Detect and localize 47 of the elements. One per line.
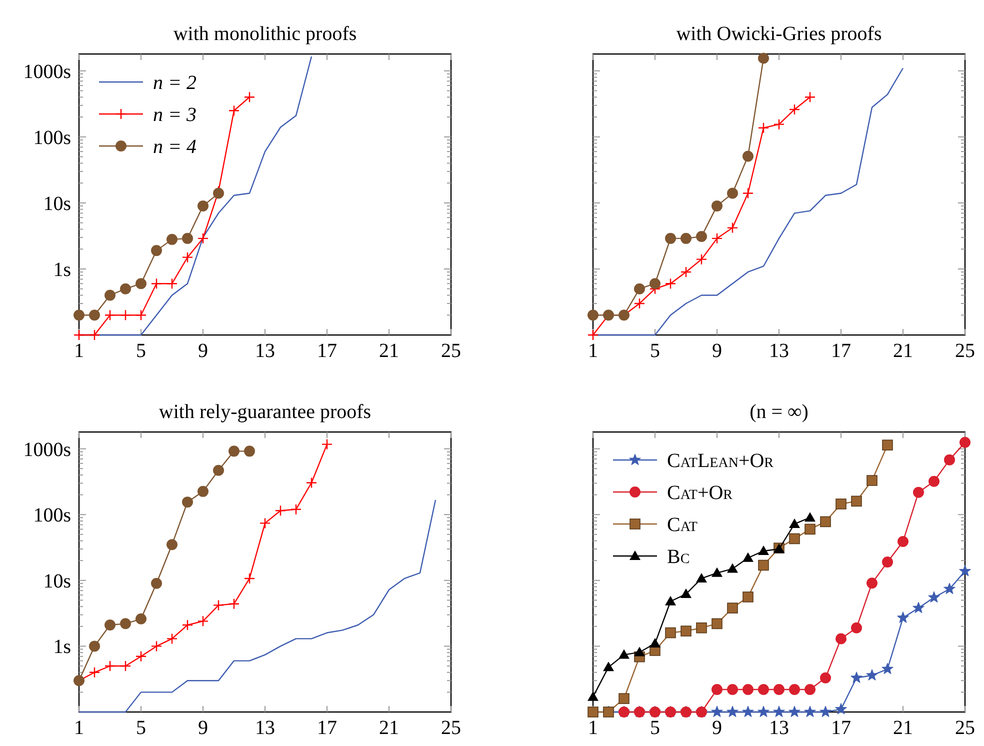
y-tick-label: 10s — [43, 570, 72, 592]
chart-title: (n = ∞) — [750, 401, 808, 423]
legend-label: Cat+Or — [667, 482, 734, 504]
x-tick-label: 5 — [650, 340, 660, 362]
chart-title: with rely-guarantee proofs — [158, 401, 372, 423]
legend-label: Cat — [667, 514, 698, 536]
x-tick-label: 25 — [441, 717, 461, 739]
x-tick-label: 5 — [136, 717, 146, 739]
x-tick-label: 17 — [831, 717, 851, 739]
x-tick-label: 21 — [379, 717, 399, 739]
x-tick-label: 1 — [74, 340, 84, 362]
y-tick-label: 1s — [53, 636, 72, 658]
chart-title: with monolithic proofs — [173, 23, 357, 45]
y-tick-label: 1s — [53, 258, 72, 281]
x-tick-label: 1 — [588, 340, 598, 362]
legend-label: CatLean+Or — [667, 450, 774, 472]
y-tick-label: 1000s — [23, 438, 72, 461]
legend-label: Bc — [667, 546, 690, 568]
x-tick-label: 9 — [198, 717, 208, 739]
y-tick-label: 1000s — [23, 60, 72, 83]
x-tick-label: 21 — [379, 340, 399, 362]
y-tick-label: 100s — [33, 126, 72, 149]
x-tick-label: 25 — [955, 717, 975, 739]
x-tick-label: 17 — [317, 717, 337, 739]
x-tick-label: 17 — [831, 340, 851, 362]
legend-label: n = 2 — [153, 72, 196, 94]
legend-label: n = 4 — [153, 136, 196, 158]
x-tick-label: 21 — [893, 340, 913, 362]
x-tick-label: 1 — [74, 717, 84, 739]
y-tick-label: 10s — [43, 192, 72, 215]
x-tick-label: 13 — [769, 340, 789, 362]
x-tick-label: 17 — [317, 340, 337, 362]
x-tick-label: 5 — [650, 717, 660, 739]
legend-label: n = 3 — [153, 104, 196, 126]
x-tick-label: 25 — [441, 340, 461, 362]
x-tick-label: 13 — [255, 717, 275, 739]
x-tick-label: 5 — [136, 340, 146, 362]
chart-title: with Owicki-Gries proofs — [676, 23, 882, 45]
x-tick-label: 9 — [198, 340, 208, 362]
x-tick-label: 9 — [712, 340, 722, 362]
x-tick-label: 9 — [712, 717, 722, 739]
x-tick-label: 1 — [588, 717, 598, 739]
x-tick-label: 13 — [769, 717, 789, 739]
x-tick-label: 21 — [893, 717, 913, 739]
y-tick-label: 100s — [33, 504, 72, 527]
x-tick-label: 25 — [955, 340, 975, 362]
x-tick-label: 13 — [255, 340, 275, 362]
